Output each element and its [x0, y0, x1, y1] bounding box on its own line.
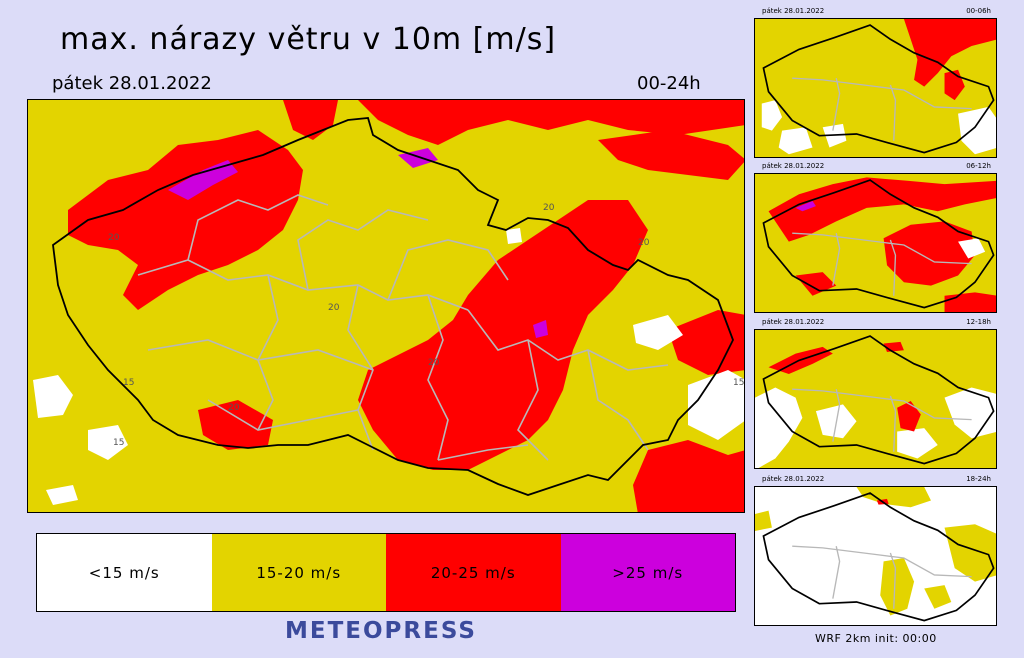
- contour-label: 20: [428, 358, 440, 368]
- thumbnail-map: [754, 329, 997, 469]
- contour-label: 15: [733, 378, 744, 388]
- forecast-period: 00-24h: [637, 73, 701, 94]
- legend-item-over-25: >25 m/s: [560, 534, 735, 611]
- thumbnail-map-svg: [755, 330, 996, 468]
- gust-under-15-area-south: [46, 485, 78, 505]
- main-wind-gust-map: 20 20 20 20 15 15 15 20 20: [27, 99, 745, 513]
- brand-logo: METEOPRESS: [285, 618, 477, 644]
- gust-under-15-area-east-1: [633, 315, 683, 350]
- thumbnail-date: pátek 28.01.2022: [762, 475, 825, 483]
- model-info: WRF 2km init: 00:00: [815, 632, 937, 645]
- gust-under-15-area-west: [33, 375, 73, 418]
- legend-label: >25 m/s: [612, 563, 684, 582]
- contour-label: 20: [543, 203, 555, 213]
- contour-label: 20: [228, 403, 240, 413]
- gust-20-25-area-central-east: [358, 200, 648, 470]
- czech-border: [52, 117, 734, 496]
- thumbnail-18-24h[interactable]: pátek 28.01.2022 18-24h: [754, 472, 997, 626]
- legend-item-20-25: 20-25 m/s: [386, 534, 561, 611]
- thumbnail-date: pátek 28.01.2022: [762, 318, 825, 326]
- forecast-date: pátek 28.01.2022: [52, 73, 212, 94]
- thumbnail-map: [754, 486, 997, 626]
- gust-20-25-area-north-west: [68, 130, 303, 310]
- thumbnail-date: pátek 28.01.2022: [762, 7, 825, 15]
- legend-label: 20-25 m/s: [430, 563, 516, 582]
- gust-20-25-area-south-east: [633, 440, 744, 512]
- gust-20-25-area-east: [668, 310, 744, 375]
- thumbnail-06-12h[interactable]: pátek 28.01.2022 06-12h: [754, 159, 997, 313]
- thumbnail-header: pátek 28.01.2022 00-06h: [754, 4, 997, 18]
- gust-under-15-area-north: [506, 228, 522, 244]
- map-title: max. nárazy větru v 10m [m/s]: [60, 22, 557, 57]
- contour-label: 20: [638, 238, 650, 248]
- thumbnail-header: pátek 28.01.2022 18-24h: [754, 472, 997, 486]
- thumbnail-date: pátek 28.01.2022: [762, 162, 825, 170]
- contour-label: 20: [328, 303, 340, 313]
- thumbnail-period: 06-12h: [966, 162, 991, 170]
- contour-label: 15: [123, 378, 134, 388]
- thumbnail-map-svg: [755, 19, 996, 157]
- thumbnail-00-06h[interactable]: pátek 28.01.2022 00-06h: [754, 4, 997, 158]
- main-map-svg: 20 20 20 20 15 15 15 20 20: [28, 100, 744, 512]
- gust-over-25-area-1: [168, 160, 238, 200]
- legend-item-15-20: 15-20 m/s: [211, 534, 386, 611]
- gust-20-25-area-east-hills: [598, 130, 744, 180]
- thumbnail-12-18h[interactable]: pátek 28.01.2022 12-18h: [754, 315, 997, 469]
- thumbnail-header: pátek 28.01.2022 06-12h: [754, 159, 997, 173]
- thumbnail-map-svg: [755, 174, 996, 312]
- legend-item-under-15: <15 m/s: [37, 534, 212, 611]
- thumbnail-period: 18-24h: [966, 475, 991, 483]
- gust-under-15-area-southwest: [88, 425, 128, 460]
- gust-over-25-area-3: [533, 320, 548, 338]
- thumbnail-period: 00-06h: [966, 7, 991, 15]
- legend-label: 15-20 m/s: [256, 563, 342, 582]
- thumbnail-map-svg: [755, 487, 996, 625]
- gust-under-15-area-east-2: [688, 370, 744, 440]
- gust-20-25-area-north-ridge: [358, 100, 744, 145]
- contour-label: 15: [113, 438, 124, 448]
- thumbnail-map: [754, 173, 997, 313]
- contour-label: 20: [108, 233, 120, 243]
- color-legend: <15 m/s 15-20 m/s 20-25 m/s >25 m/s: [36, 533, 736, 612]
- thumbnail-header: pátek 28.01.2022 12-18h: [754, 315, 997, 329]
- district-borders: [137, 194, 669, 461]
- gust-20-25-area-south: [198, 400, 273, 450]
- legend-label: <15 m/s: [88, 563, 160, 582]
- thumbnail-map: [754, 18, 997, 158]
- thumbnail-period: 12-18h: [966, 318, 991, 326]
